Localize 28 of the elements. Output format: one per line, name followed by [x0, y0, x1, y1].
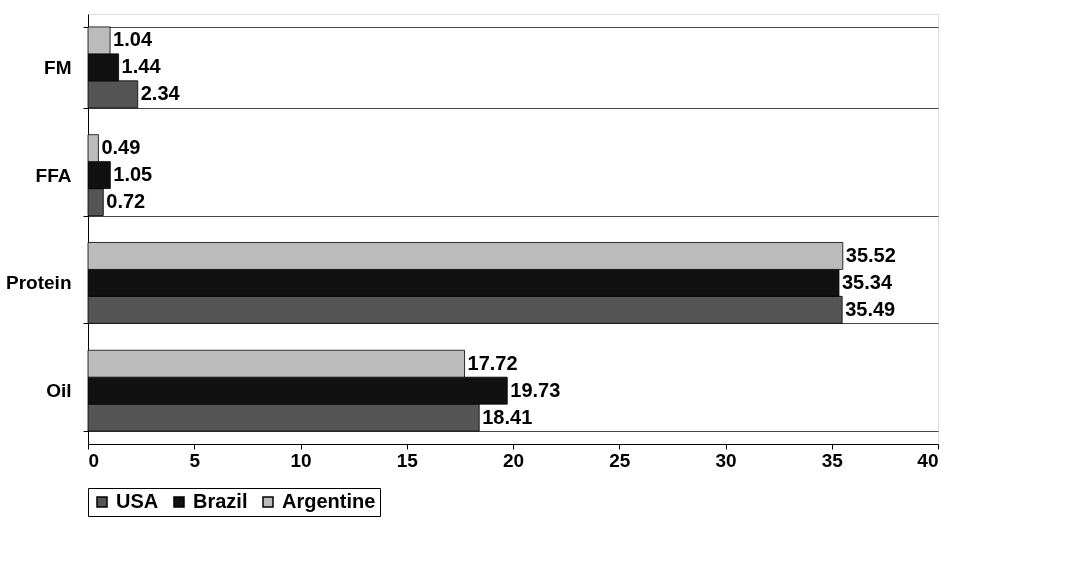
- x-tick-label: 5: [189, 449, 201, 471]
- y-tick-label: FFA: [35, 164, 72, 186]
- x-tick-label: 20: [502, 449, 525, 471]
- x-tick-label: 0: [88, 449, 100, 471]
- x-tick-label: 35: [821, 449, 844, 471]
- x-tick-label: 40: [917, 449, 939, 471]
- data-label: 17.72: [467, 351, 518, 374]
- data-label: 18.41: [482, 405, 533, 428]
- data-label: 0.72: [106, 190, 146, 213]
- data-label: 35.52: [845, 243, 896, 266]
- data-label: 35.49: [845, 297, 896, 320]
- data-label: 2.34: [140, 82, 181, 105]
- legend-label: Argentine: [282, 490, 376, 512]
- data-label: 1.05: [113, 163, 153, 186]
- y-tick-label: Oil: [46, 380, 72, 402]
- data-label: 0.49: [101, 136, 141, 159]
- legend-label: Brazil: [193, 490, 248, 512]
- x-tick-label: 15: [396, 449, 419, 471]
- data-label: 1.44: [121, 55, 162, 78]
- x-tick-label: 25: [609, 449, 631, 471]
- data-label: 35.34: [841, 270, 893, 293]
- data-label: 1.04: [113, 28, 153, 51]
- legend-label: USA: [116, 490, 159, 512]
- y-tick-label: Protein: [6, 272, 72, 294]
- data-label: 19.73: [510, 378, 561, 401]
- x-tick-label: 10: [290, 449, 312, 471]
- y-tick-label: FM: [44, 56, 72, 78]
- x-tick-label: 30: [715, 449, 737, 471]
